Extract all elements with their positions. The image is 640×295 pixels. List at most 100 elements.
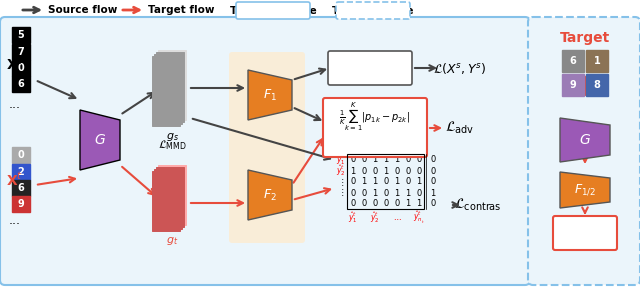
Text: 0: 0 — [362, 199, 367, 209]
Text: 0: 0 — [430, 155, 436, 165]
Text: 9: 9 — [18, 199, 24, 209]
Text: 0: 0 — [394, 166, 399, 176]
Text: 1: 1 — [405, 199, 411, 209]
Bar — [154, 54, 182, 124]
Text: 5: 5 — [18, 30, 24, 40]
Text: Target flow: Target flow — [148, 5, 214, 15]
Bar — [154, 169, 182, 229]
Text: $\mathcal{L}_\mathrm{adv}$: $\mathcal{L}_\mathrm{adv}$ — [445, 120, 475, 136]
Text: 0: 0 — [383, 178, 388, 186]
Text: $\hat{y}_1^t$: $\hat{y}_1^t$ — [336, 153, 346, 168]
FancyBboxPatch shape — [0, 17, 530, 285]
Bar — [12, 76, 30, 92]
Text: $\vdots$: $\vdots$ — [338, 176, 344, 188]
Text: ...: ... — [9, 98, 21, 111]
Text: 6: 6 — [18, 79, 24, 89]
Text: $\{1,2,...K\}$: $\{1,2,...K\}$ — [342, 69, 399, 83]
Text: Target: Target — [560, 31, 610, 45]
FancyBboxPatch shape — [229, 52, 305, 243]
Text: 0: 0 — [383, 199, 388, 209]
Text: $\mathbf{X}^t$: $\mathbf{X}^t$ — [6, 171, 23, 189]
Text: $\mathbf{X}^s$: $\mathbf{X}^s$ — [6, 57, 24, 73]
Text: 6: 6 — [18, 183, 24, 193]
Text: Class Label: Class Label — [339, 60, 401, 70]
Bar — [12, 164, 30, 180]
Text: $g_s$: $g_s$ — [166, 131, 179, 143]
Text: 0: 0 — [430, 166, 436, 176]
Text: 1: 1 — [350, 166, 356, 176]
Text: 0: 0 — [417, 166, 422, 176]
Text: 0: 0 — [394, 199, 399, 209]
FancyBboxPatch shape — [328, 51, 412, 85]
Text: 1: 1 — [594, 56, 600, 66]
Text: $G$: $G$ — [579, 133, 591, 147]
Bar — [562, 74, 584, 96]
Text: 1: 1 — [394, 155, 399, 165]
Bar — [12, 27, 30, 43]
Polygon shape — [560, 172, 610, 208]
Text: Class Label: Class Label — [556, 224, 614, 234]
Bar — [12, 147, 30, 163]
Text: $y_{n_s}^s$: $y_{n_s}^s$ — [380, 140, 392, 154]
Text: 0: 0 — [430, 178, 436, 186]
Text: 0: 0 — [362, 189, 367, 197]
Polygon shape — [560, 118, 610, 162]
Text: 0: 0 — [372, 199, 378, 209]
Text: 0: 0 — [383, 189, 388, 197]
Text: $F_{1/2}$: $F_{1/2}$ — [574, 183, 596, 197]
Text: 0: 0 — [417, 189, 422, 197]
Text: 1: 1 — [372, 189, 378, 197]
Bar — [158, 165, 186, 225]
Bar — [12, 180, 30, 196]
Text: 0: 0 — [362, 155, 367, 165]
Text: 0: 0 — [372, 166, 378, 176]
FancyBboxPatch shape — [528, 17, 640, 285]
Text: 1: 1 — [394, 189, 399, 197]
Text: $\cdots$: $\cdots$ — [393, 214, 401, 222]
Text: 1: 1 — [417, 178, 422, 186]
Text: 0: 0 — [430, 199, 436, 209]
Text: 0: 0 — [417, 155, 422, 165]
FancyBboxPatch shape — [323, 98, 427, 157]
Text: $\vdots$: $\vdots$ — [338, 188, 344, 199]
Text: $g_t$: $g_t$ — [166, 235, 178, 247]
Text: 9: 9 — [570, 80, 577, 90]
FancyBboxPatch shape — [336, 2, 410, 19]
Text: $\hat{y}_2^t$: $\hat{y}_2^t$ — [370, 211, 380, 225]
Text: 0: 0 — [362, 166, 367, 176]
Bar — [156, 52, 184, 122]
Text: 1: 1 — [430, 189, 436, 197]
Bar — [12, 60, 30, 76]
Text: $y_1^s$: $y_1^s$ — [348, 140, 358, 154]
Text: 1: 1 — [372, 155, 378, 165]
Text: 1: 1 — [417, 199, 422, 209]
Bar — [156, 167, 184, 227]
Bar — [12, 196, 30, 212]
Text: $F_1$: $F_1$ — [263, 87, 277, 103]
Text: 2: 2 — [18, 167, 24, 177]
Text: 1: 1 — [383, 155, 388, 165]
Text: $\mathcal{L}(X^s, Y^s)$: $\mathcal{L}(X^s, Y^s)$ — [433, 60, 487, 76]
Bar — [586, 74, 608, 96]
Text: $y_2^s$: $y_2^s$ — [359, 140, 369, 154]
Text: 0: 0 — [18, 63, 24, 73]
Text: 0: 0 — [405, 166, 411, 176]
Text: 1: 1 — [383, 166, 388, 176]
Bar — [347, 154, 424, 209]
Polygon shape — [80, 110, 120, 170]
Polygon shape — [248, 170, 292, 220]
Text: $\mathcal{L}_\mathrm{contras}$: $\mathcal{L}_\mathrm{contras}$ — [454, 197, 502, 213]
FancyBboxPatch shape — [236, 2, 310, 19]
Text: 1: 1 — [372, 178, 378, 186]
Text: 0: 0 — [350, 155, 356, 165]
Text: 0: 0 — [405, 155, 411, 165]
Text: 0: 0 — [350, 199, 356, 209]
Bar — [12, 44, 30, 60]
Text: $\mathcal{L}_\mathrm{MMD}$: $\mathcal{L}_\mathrm{MMD}$ — [157, 138, 186, 152]
Text: $\frac{1}{K}\sum_{k=1}^{K}|p_{1k}-p_{2k}|$: $\frac{1}{K}\sum_{k=1}^{K}|p_{1k}-p_{2k}… — [339, 101, 411, 133]
Text: 8: 8 — [593, 80, 600, 90]
Text: $\cdots$: $\cdots$ — [371, 142, 380, 152]
Text: Source flow: Source flow — [48, 5, 117, 15]
Text: Training phase: Training phase — [230, 6, 316, 16]
Text: 0: 0 — [18, 150, 24, 160]
